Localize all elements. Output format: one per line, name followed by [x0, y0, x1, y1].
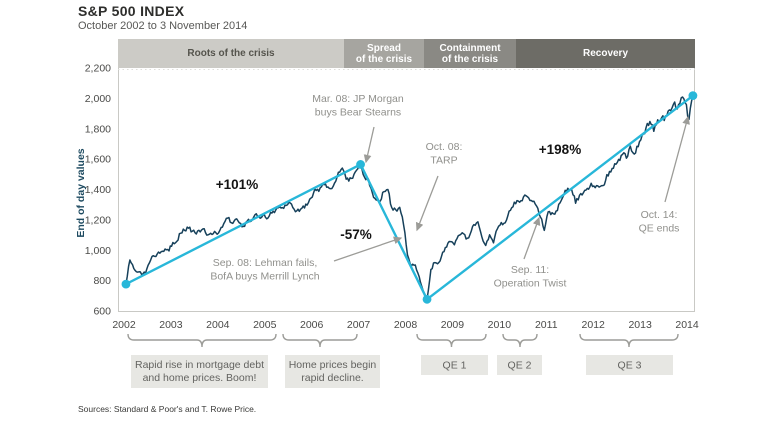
period-bracket	[416, 333, 487, 348]
sources-note: Sources: Standard & Poor's and T. Rowe P…	[78, 404, 257, 414]
period-label-text: QE 2	[508, 360, 532, 372]
annotation-arrow	[363, 126, 375, 164]
period-label-box	[497, 355, 542, 375]
phase-segment-1: Roots of the crisis	[118, 39, 344, 68]
trend-endpoint-dot	[121, 279, 131, 289]
period-label-text: rapid decline.	[301, 372, 363, 384]
annotation-text: Oct. 14:	[641, 209, 678, 221]
x-tick-label: 2002	[112, 319, 136, 331]
x-tick-label: 2009	[441, 319, 465, 331]
x-tick-label: 2014	[675, 319, 699, 331]
x-tick-label: 2011	[535, 319, 558, 331]
annotation-text: BofA buys Merrill Lynch	[210, 271, 319, 283]
phase-label-line: of the crisis	[355, 53, 413, 65]
x-tick-label: 2012	[582, 319, 606, 331]
period-label-text: and home prices. Boom!	[143, 372, 257, 384]
x-tick-label: 2003	[159, 319, 183, 331]
page-subtitle: October 2002 to 3 November 2014	[78, 20, 248, 32]
annotation-text: QE ends	[639, 223, 680, 235]
phase-label-line: Roots of the crisis	[187, 48, 275, 59]
y-tick-label: 800	[93, 275, 111, 287]
period-label-box	[421, 355, 488, 375]
y-tick-label: 1,200	[85, 214, 111, 226]
period-bracket	[502, 333, 538, 348]
trend-line	[425, 94, 695, 301]
price-line	[125, 95, 694, 301]
annotation-arrow	[415, 175, 439, 232]
x-tick-label: 2013	[628, 319, 652, 331]
y-axis-title: End of day values	[75, 148, 87, 237]
period-label-text: QE 3	[618, 360, 642, 372]
period-label-text: Home prices begin	[289, 359, 377, 371]
period-bracket	[282, 333, 358, 348]
phase-label-line: Spread	[367, 42, 401, 54]
annotation-arrow	[664, 115, 690, 203]
phase-label-line: Recovery	[582, 48, 629, 59]
annotation-arrow	[333, 236, 403, 262]
page-title: S&P 500 INDEX	[78, 3, 185, 19]
y-tick-label: 1,000	[85, 245, 111, 257]
annotation-text: TARP	[430, 155, 457, 167]
period-label-box	[285, 355, 380, 388]
phase-label-line: of the crisis	[441, 53, 499, 65]
phase-label-line: Containment	[439, 42, 501, 54]
period-label-text: QE 1	[443, 360, 467, 372]
phase-segment-2: Spread of the crisis	[344, 39, 424, 68]
y-tick-label: 1,600	[85, 154, 111, 166]
percent-change-label: +101%	[216, 177, 258, 192]
x-tick-label: 2007	[347, 319, 371, 331]
annotation-text: Operation Twist	[494, 278, 567, 290]
annotation-text: Sep. 11:	[511, 264, 549, 276]
x-tick-label: 2005	[253, 319, 277, 331]
trend-line	[124, 163, 362, 286]
annotation-text: Oct. 08:	[426, 141, 463, 153]
phase-segment-3: Containment of the crisis	[424, 39, 516, 68]
x-tick-label: 2010	[488, 319, 512, 331]
period-bracket	[127, 333, 277, 348]
period-bracket	[579, 333, 679, 348]
period-label-box	[131, 355, 268, 388]
trend-endpoint-dot	[422, 294, 432, 304]
annotation-text: Mar. 08: JP Morgan	[312, 93, 404, 105]
y-tick-label: 2,000	[85, 93, 111, 105]
y-tick-label: 2,200	[85, 63, 111, 75]
x-tick-label: 2004	[206, 319, 230, 331]
period-label-text: Rapid rise in mortgage debt	[135, 359, 264, 371]
y-tick-label: 1,800	[85, 123, 111, 135]
percent-change-label: -57%	[340, 227, 372, 242]
annotation-text: Sep. 08: Lehman fails,	[213, 257, 317, 269]
x-tick-label: 2008	[394, 319, 418, 331]
y-tick-label: 1,400	[85, 184, 111, 196]
annotation-text: buys Bear Stearns	[315, 107, 401, 119]
trend-endpoint-dot	[688, 91, 698, 101]
trend-endpoint-dot	[356, 160, 365, 169]
x-tick-label: 2006	[300, 319, 324, 331]
annotation-arrow	[523, 216, 541, 260]
percent-change-label: +198%	[539, 142, 581, 157]
trend-line	[359, 163, 429, 301]
phase-segment-4: Recovery	[516, 39, 695, 68]
period-label-box	[586, 355, 673, 375]
y-tick-label: 600	[93, 306, 111, 318]
